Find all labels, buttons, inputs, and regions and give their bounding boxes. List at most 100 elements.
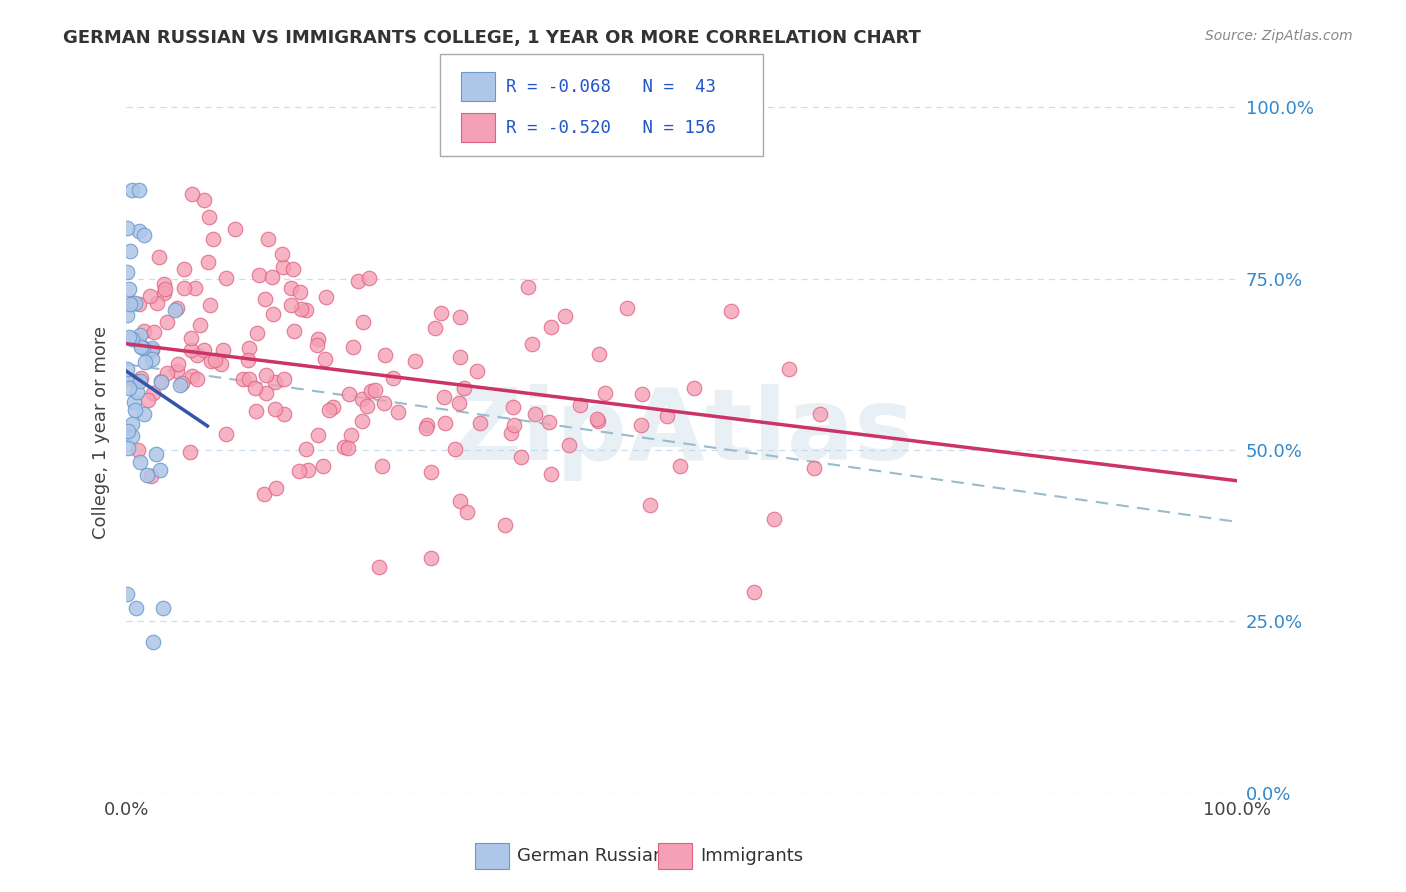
Point: [371, 458, 394, 473]
Point: [129, 455, 152, 469]
Point: [122, 395, 145, 409]
Point: [129, 374, 152, 388]
Point: [127, 385, 149, 400]
Point: [236, 353, 259, 368]
Point: [118, 297, 141, 311]
Point: [245, 404, 267, 418]
Point: [315, 290, 337, 304]
Point: [558, 438, 581, 452]
Point: [141, 343, 163, 358]
Point: [180, 330, 202, 344]
Point: [117, 441, 139, 455]
Point: [273, 407, 295, 421]
Point: [288, 464, 311, 478]
Point: [350, 414, 373, 428]
Point: [720, 304, 742, 318]
Point: [359, 270, 381, 285]
Point: [314, 351, 336, 366]
Point: [197, 255, 219, 269]
Point: [117, 361, 139, 376]
Point: [128, 297, 150, 311]
Point: [263, 375, 285, 389]
Point: [124, 296, 146, 310]
Point: [193, 343, 215, 357]
Point: [332, 440, 354, 454]
Point: [283, 324, 305, 338]
Point: [281, 261, 304, 276]
Point: [253, 293, 276, 307]
Point: [121, 417, 143, 432]
Point: [121, 332, 143, 346]
Text: German Russians: German Russians: [517, 847, 673, 865]
Point: [271, 260, 294, 274]
Point: [364, 384, 387, 398]
Point: [131, 340, 153, 354]
Point: [540, 320, 562, 334]
Point: [630, 418, 652, 433]
Point: [280, 281, 302, 295]
Point: [443, 442, 465, 456]
Point: [132, 227, 155, 242]
Point: [246, 326, 269, 340]
Point: [128, 328, 150, 343]
Point: [425, 321, 447, 335]
Point: [129, 371, 152, 385]
Point: [117, 265, 139, 279]
Point: [136, 392, 159, 407]
Point: [238, 371, 260, 385]
Point: [356, 399, 378, 413]
Point: [340, 427, 363, 442]
Point: [503, 417, 526, 432]
Point: [640, 498, 662, 512]
Point: [554, 309, 576, 323]
Point: [368, 560, 391, 574]
Point: [180, 343, 202, 357]
Point: [540, 467, 562, 482]
Point: [537, 415, 560, 429]
Point: [280, 298, 302, 312]
Point: [179, 445, 201, 459]
Point: [152, 277, 174, 292]
Point: [742, 585, 765, 599]
Point: [117, 424, 139, 438]
Point: [569, 398, 592, 412]
Point: [117, 308, 139, 322]
Point: [808, 407, 831, 421]
Point: [307, 333, 329, 347]
Point: [153, 282, 176, 296]
Point: [200, 354, 222, 368]
Point: [763, 511, 786, 525]
Point: [148, 250, 170, 264]
Point: [682, 381, 704, 395]
Point: [264, 481, 287, 495]
Point: [128, 224, 150, 238]
Point: [655, 409, 678, 424]
Point: [247, 268, 270, 282]
Point: [419, 550, 441, 565]
Point: [270, 247, 292, 261]
Point: [142, 635, 165, 649]
Point: [434, 416, 457, 430]
Point: [181, 369, 204, 384]
Point: [352, 392, 374, 406]
Point: [145, 447, 167, 461]
Point: [141, 469, 163, 483]
Text: R = -0.520   N = 156: R = -0.520 N = 156: [506, 119, 716, 136]
Point: [312, 459, 335, 474]
Point: [186, 372, 208, 386]
Point: [128, 183, 150, 197]
Point: [170, 376, 193, 390]
Point: [197, 210, 219, 224]
Point: [118, 282, 141, 296]
Point: [322, 400, 344, 414]
Point: [169, 378, 191, 392]
Point: [593, 385, 616, 400]
Point: [294, 442, 316, 456]
Point: [214, 271, 236, 285]
Point: [262, 307, 284, 321]
Point: [616, 301, 638, 315]
Point: [494, 518, 516, 533]
Point: [586, 414, 609, 428]
Point: [669, 459, 692, 474]
Point: [215, 426, 238, 441]
